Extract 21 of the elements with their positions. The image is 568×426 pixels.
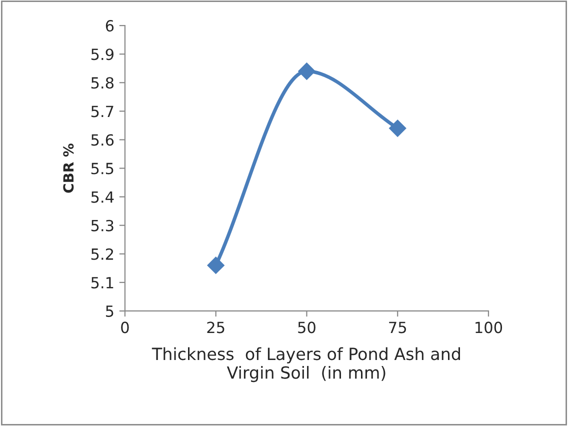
y-tick-label: 5.1 xyxy=(91,277,114,288)
x-tick-label: 25 xyxy=(207,322,224,334)
point xyxy=(207,256,224,274)
y-tick-label: 5.3 xyxy=(91,220,114,232)
x-tick-label: 100 xyxy=(476,322,502,334)
y-tick-label: 5.8 xyxy=(91,77,114,89)
y-axis-title: CBR % xyxy=(63,144,74,193)
x-tick-label: 0 xyxy=(121,322,129,334)
y-tick-label: 5.2 xyxy=(91,248,114,260)
point xyxy=(389,120,406,137)
point xyxy=(298,62,316,80)
y-tick-label: 5.4 xyxy=(91,191,114,203)
y-tick-label: 5.7 xyxy=(91,106,114,118)
x-tick-label: 75 xyxy=(389,322,406,334)
y-tick-label: 5.9 xyxy=(91,48,114,60)
x-axis-title: Thickness of Layers of Pond Ash and Virgin Soil (in mm) xyxy=(152,347,460,382)
y-tick-label: 5 xyxy=(106,306,114,317)
y-tick-label: 5.6 xyxy=(91,134,114,146)
y-tick-label: 6 xyxy=(106,20,114,32)
y-tick-label: 5.5 xyxy=(91,162,114,174)
x-tick-label: 50 xyxy=(298,322,316,334)
